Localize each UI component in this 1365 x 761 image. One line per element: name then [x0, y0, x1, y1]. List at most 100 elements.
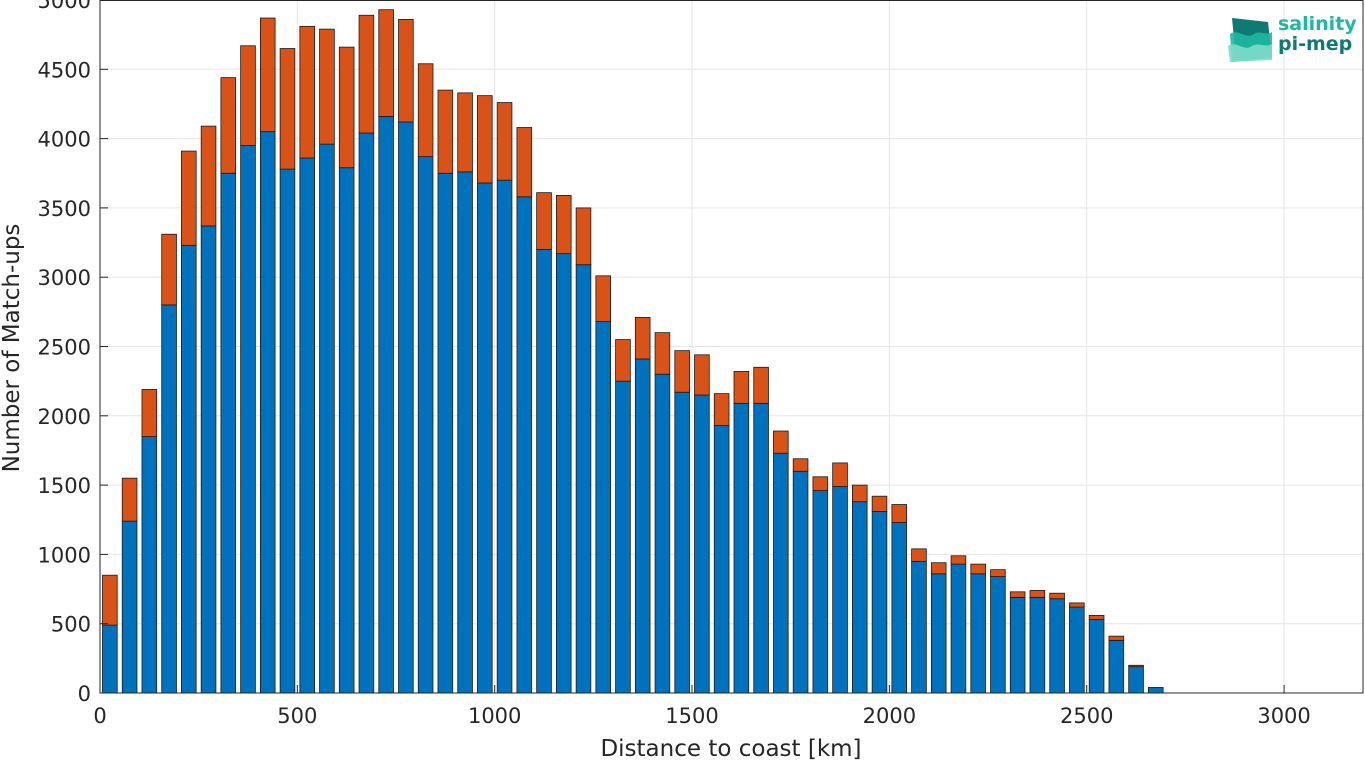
bar-series-2 — [674, 350, 690, 393]
bar-series-1 — [753, 402, 769, 694]
x-axis-ticks: 0 500 1000 1500 2000 2500 3000 — [93, 685, 1311, 728]
x-tick-label: 0 — [93, 704, 106, 728]
salinity-pimep-logo: salinity pi-mep — [1228, 14, 1358, 64]
bar-series-1 — [457, 171, 473, 694]
bar-series-2 — [990, 569, 1006, 577]
logo-text-salinity: salinity — [1278, 13, 1357, 35]
y-tick-label: 4000 — [38, 128, 91, 152]
bar-series-2 — [181, 150, 197, 246]
bar-series-1 — [950, 563, 967, 694]
bar-series-2 — [773, 430, 789, 454]
bar-series-1 — [398, 121, 414, 694]
bar-series-1 — [1009, 596, 1026, 694]
x-tick-label: 1000 — [468, 704, 521, 728]
bar-series-1 — [792, 470, 809, 694]
bar-series-1 — [634, 358, 651, 694]
bar-series-2 — [200, 125, 217, 227]
bar-series-2 — [634, 316, 651, 360]
x-axis-label: Distance to coast [km] — [600, 736, 861, 761]
y-tick-label: 1000 — [38, 543, 91, 567]
bar-series-2 — [654, 332, 671, 375]
bar-series-2 — [733, 371, 750, 404]
bar-series-1 — [930, 573, 947, 694]
bar-series-1 — [200, 225, 217, 694]
bar-series-1 — [852, 501, 868, 694]
bar-series-1 — [733, 402, 750, 694]
bar-series-1 — [911, 560, 927, 694]
bar-series-2 — [358, 14, 375, 134]
bar-series-1 — [575, 264, 592, 694]
y-tick-label: 2500 — [38, 336, 91, 360]
bar-series-1 — [161, 304, 177, 694]
bar-series-1 — [319, 143, 335, 694]
bar-series-2 — [871, 495, 888, 512]
bar-series-2 — [950, 555, 967, 565]
bar-series-1 — [1049, 598, 1065, 694]
bar-series-1 — [279, 168, 296, 694]
bar-series-2 — [792, 458, 809, 472]
bar-series-2 — [615, 339, 631, 382]
bar-series-1 — [1128, 666, 1144, 694]
bar-series-2 — [457, 92, 473, 173]
bar-series-2 — [1088, 614, 1105, 620]
bar-series-1 — [240, 145, 256, 694]
bar-series-2 — [338, 46, 355, 169]
bar-series-2 — [1029, 590, 1046, 598]
bar-series-1 — [121, 520, 138, 694]
bar-series-2 — [753, 366, 769, 404]
bar-series-2 — [536, 192, 552, 250]
bar-series-2 — [121, 477, 138, 522]
bar-series-2 — [299, 25, 315, 159]
bar-series-1 — [773, 452, 789, 694]
y-tick-label: 4500 — [38, 58, 91, 82]
bar-series-2 — [161, 233, 177, 306]
bar-series-2 — [259, 17, 276, 133]
bar-series-2 — [832, 462, 848, 487]
bar-series-2 — [279, 48, 296, 170]
bar-series-1 — [516, 196, 533, 694]
bar-series-1 — [891, 522, 908, 694]
bar-series-2 — [1049, 592, 1065, 600]
bar-series-2 — [852, 484, 868, 503]
bar-series-2 — [911, 548, 927, 562]
y-axis-label: Number of Match-ups — [0, 224, 25, 473]
bar-series-1 — [102, 624, 118, 694]
bar-series-1 — [259, 131, 276, 694]
logo-wave-icon — [1228, 18, 1272, 62]
x-tick-label: 1500 — [665, 704, 718, 728]
bar-series-1 — [1108, 639, 1125, 694]
bar-series-1 — [990, 576, 1006, 694]
bar-series-2 — [1108, 635, 1125, 641]
bar-series-2 — [141, 389, 158, 437]
bar-series-2 — [1069, 602, 1085, 608]
y-tick-label: 500 — [51, 613, 91, 637]
bar-series-2 — [595, 275, 611, 322]
bar-series-1 — [674, 391, 690, 694]
bar-series-2 — [575, 207, 592, 266]
bar-series-2 — [319, 28, 335, 145]
bar-series-2 — [437, 89, 454, 174]
bar-series-1 — [555, 253, 572, 694]
x-tick-label: 3000 — [1257, 704, 1310, 728]
bar-series-2 — [378, 9, 394, 117]
bar-series-2 — [1009, 591, 1026, 598]
bar-series-1 — [338, 167, 355, 694]
y-tick-label: 1500 — [38, 474, 91, 498]
bar-series-1 — [970, 573, 986, 694]
bar-series-1 — [358, 132, 375, 694]
bar-series-2 — [496, 102, 513, 181]
bar-series-2 — [713, 393, 730, 426]
bar-series-1 — [181, 244, 197, 694]
bar-series-1 — [220, 172, 237, 694]
y-tick-label: 5000 — [38, 0, 91, 13]
bar-series-2 — [1128, 664, 1144, 668]
bar-series-2 — [417, 63, 434, 158]
bar-series-1 — [536, 249, 552, 694]
bar-series-2 — [555, 195, 572, 255]
bar-series-1 — [871, 511, 888, 694]
bar-series-2 — [477, 95, 493, 184]
bar-series-2 — [220, 77, 237, 174]
bar-series-2 — [694, 354, 710, 396]
x-tick-label: 500 — [277, 704, 317, 728]
